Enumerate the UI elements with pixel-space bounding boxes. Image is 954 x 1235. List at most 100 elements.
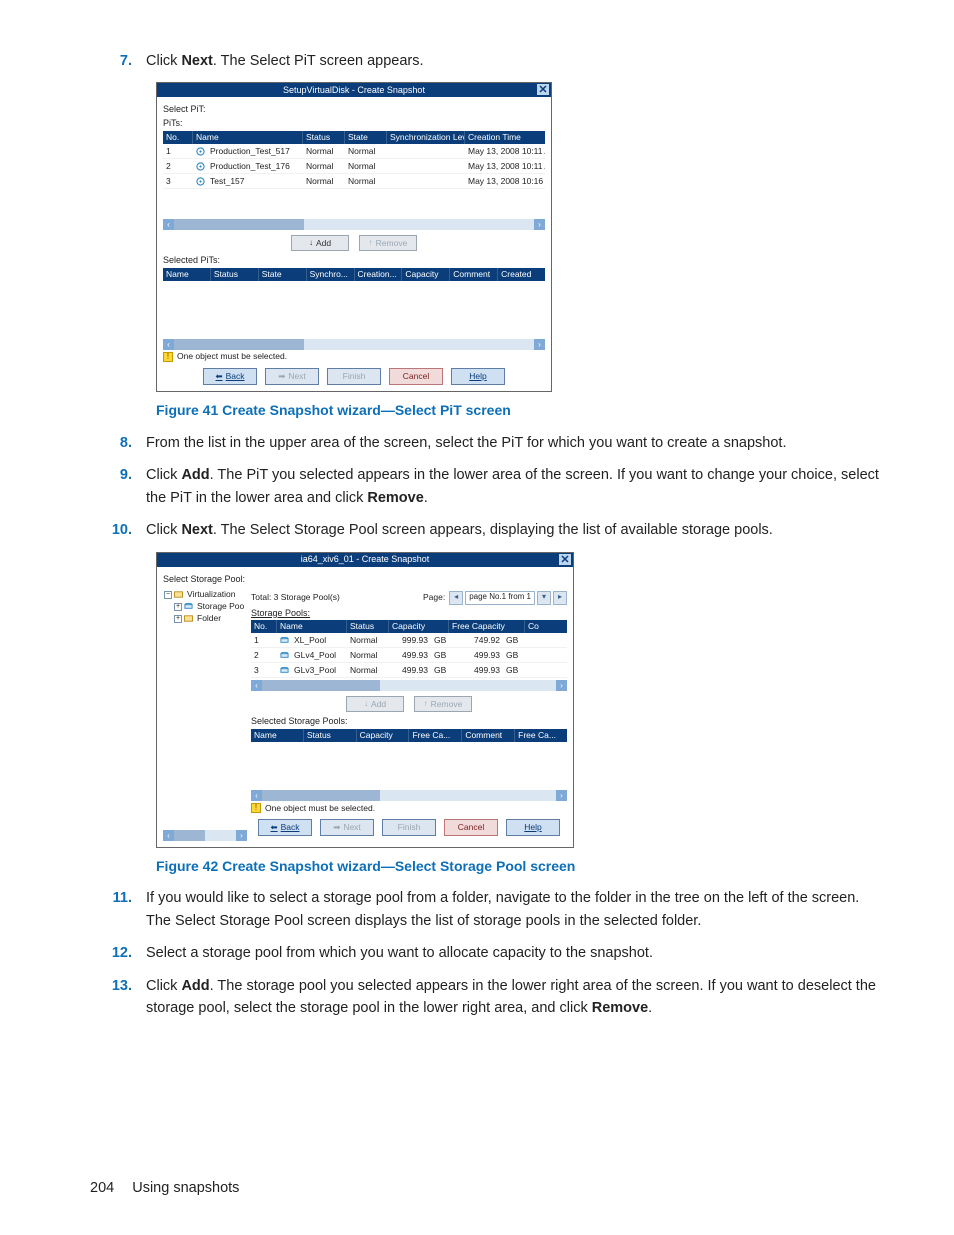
back-button[interactable]: ⬅Back	[203, 368, 257, 385]
step-8: 8. From the list in the upper area of th…	[90, 432, 884, 454]
table-row[interactable]: 2 GLv4_Pool Normal 499.93GB 499.93GB	[251, 648, 567, 663]
pool-icon	[280, 636, 289, 645]
expand-icon[interactable]: −	[164, 591, 172, 599]
close-icon[interactable]: ✕	[536, 83, 550, 96]
scroll-left-icon[interactable]: ‹	[163, 219, 174, 230]
add-remove-row: ↓Add ↑Remove	[163, 235, 545, 251]
dialog-body: Select Storage Pool: − Virtualization +	[157, 567, 573, 847]
document-page: 7. Click Next. The Select PiT screen app…	[0, 0, 954, 1235]
col-co: Co	[525, 620, 567, 633]
col-capacity: Capacity	[402, 268, 450, 281]
selected-pools-h-scrollbar[interactable]: ‹ ›	[251, 790, 567, 801]
section-title: Using snapshots	[132, 1180, 239, 1196]
pits-rows: 1 Production_Test_517 Normal Normal May …	[163, 144, 545, 217]
table-row[interactable]: 3 GLv3_Pool Normal 499.93GB 499.93GB	[251, 663, 567, 678]
select-storage-pool-label: Select Storage Pool:	[163, 575, 567, 585]
right-arrow-icon: ➡	[333, 823, 340, 832]
page-indicator[interactable]: page No.1 from 1	[465, 591, 535, 605]
col-name: Name	[251, 729, 304, 742]
warning-row: ! One object must be selected.	[163, 352, 545, 362]
totals-text: Total: 3 Storage Pool(s)	[251, 593, 340, 602]
add-button[interactable]: ↓Add	[291, 235, 349, 251]
selected-h-scrollbar[interactable]: ‹ ›	[163, 339, 545, 350]
add-remove-row: ↓Add ↑Remove	[251, 696, 567, 712]
right-arrow-icon: ➡	[278, 372, 285, 381]
col-ctime: Creation Time	[465, 131, 545, 144]
next-button[interactable]: ➡Next	[320, 819, 374, 836]
dialog-title-bar: ia64_xiv6_01 - Create Snapshot ✕	[157, 553, 573, 567]
step-number: 8.	[90, 432, 146, 454]
col-capacity: Capacity	[357, 729, 410, 742]
collapse-icon[interactable]: +	[174, 603, 182, 611]
tree-h-scrollbar[interactable]: ‹ ›	[163, 830, 247, 841]
col-comment: Comment	[450, 268, 498, 281]
selected-pools-label: Selected Storage Pools:	[251, 717, 567, 727]
page-dropdown-icon[interactable]: ▾	[537, 591, 551, 605]
step-list: 7. Click Next. The Select PiT screen app…	[90, 50, 884, 72]
selected-pools-empty	[251, 742, 567, 788]
pits-h-scrollbar[interactable]: ‹ ›	[163, 219, 545, 230]
col-free: Free Ca...	[409, 729, 462, 742]
page-footer: 204 Using snapshots	[90, 1177, 239, 1199]
step-body: Click Next. The Select Storage Pool scre…	[146, 519, 884, 541]
table-row[interactable]: 1 Production_Test_517 Normal Normal May …	[163, 144, 545, 159]
col-status: Status	[347, 620, 389, 633]
tree-node-storage-pool[interactable]: + Storage Poo	[163, 601, 247, 613]
close-icon[interactable]: ✕	[558, 553, 572, 566]
step-7: 7. Click Next. The Select PiT screen app…	[90, 50, 884, 72]
page-prev-icon[interactable]: ◂	[449, 591, 463, 605]
remove-button[interactable]: ↑Remove	[414, 696, 472, 712]
warning-text: One object must be selected.	[177, 352, 287, 361]
figure-42: ia64_xiv6_01 - Create Snapshot ✕ Select …	[156, 552, 884, 848]
cancel-button[interactable]: Cancel	[444, 819, 498, 836]
add-button[interactable]: ↓Add	[346, 696, 404, 712]
totals-row: Total: 3 Storage Pool(s) Page: ◂ page No…	[251, 591, 567, 605]
tree-node-folder[interactable]: + Folder	[163, 613, 247, 625]
table-row[interactable]: 2 Production_Test_176 Normal Normal May …	[163, 159, 545, 174]
scroll-left-icon[interactable]: ‹	[251, 790, 262, 801]
col-free2: Free Ca...	[515, 729, 567, 742]
back-button[interactable]: ⬅Back	[258, 819, 312, 836]
remove-button[interactable]: ↑Remove	[359, 235, 417, 251]
selected-pools-header: Name Status Capacity Free Ca... Comment …	[251, 729, 567, 742]
step-number: 11.	[90, 887, 146, 909]
table-row[interactable]: 3 Test_157 Normal Normal May 13, 2008 10…	[163, 174, 545, 189]
wizard-nav-row: ⬅Back ➡Next Finish Cancel Help	[163, 368, 545, 385]
cancel-button[interactable]: Cancel	[389, 368, 443, 385]
figure-42-caption: Figure 42 Create Snapshot wizard—Select …	[156, 856, 884, 878]
pager: Page: ◂ page No.1 from 1 ▾ ▸	[423, 591, 567, 605]
pits-label: PiTs:	[163, 119, 545, 129]
col-status: Status	[303, 131, 345, 144]
select-pit-dialog: SetupVirtualDisk - Create Snapshot ✕ Sel…	[156, 82, 552, 392]
scroll-right-icon[interactable]: ›	[556, 790, 567, 801]
scroll-right-icon[interactable]: ›	[534, 339, 545, 350]
up-arrow-icon: ↑	[369, 239, 373, 248]
scroll-left-icon[interactable]: ‹	[163, 830, 174, 841]
tree-node-virtualization[interactable]: − Virtualization	[163, 589, 247, 601]
step-9: 9. Click Add. The PiT you selected appea…	[90, 464, 884, 509]
col-no: No.	[163, 131, 193, 144]
dialog-split: − Virtualization + Storage Poo +	[163, 587, 567, 841]
scroll-left-icon[interactable]: ‹	[251, 680, 262, 691]
scroll-right-icon[interactable]: ›	[556, 680, 567, 691]
pool-right-pane: Total: 3 Storage Pool(s) Page: ◂ page No…	[247, 587, 567, 841]
next-button[interactable]: ➡Next	[265, 368, 319, 385]
collapse-icon[interactable]: +	[174, 615, 182, 623]
scroll-right-icon[interactable]: ›	[534, 219, 545, 230]
step-13: 13. Click Add. The storage pool you sele…	[90, 975, 884, 1020]
disk-icon	[196, 162, 205, 171]
col-name: Name	[277, 620, 347, 633]
page-next-icon[interactable]: ▸	[553, 591, 567, 605]
col-sync: Synchronization Level	[387, 131, 465, 144]
scroll-left-icon[interactable]: ‹	[163, 339, 174, 350]
pools-h-scrollbar[interactable]: ‹ ›	[251, 680, 567, 691]
select-storage-pool-dialog: ia64_xiv6_01 - Create Snapshot ✕ Select …	[156, 552, 574, 848]
table-row[interactable]: 1 XL_Pool Normal 999.93GB 749.92GB	[251, 633, 567, 648]
help-button[interactable]: Help	[506, 819, 560, 836]
col-status: Status	[304, 729, 357, 742]
finish-button[interactable]: Finish	[327, 368, 381, 385]
scroll-right-icon[interactable]: ›	[236, 830, 247, 841]
warning-text: One object must be selected.	[265, 804, 375, 813]
finish-button[interactable]: Finish	[382, 819, 436, 836]
help-button[interactable]: Help	[451, 368, 505, 385]
